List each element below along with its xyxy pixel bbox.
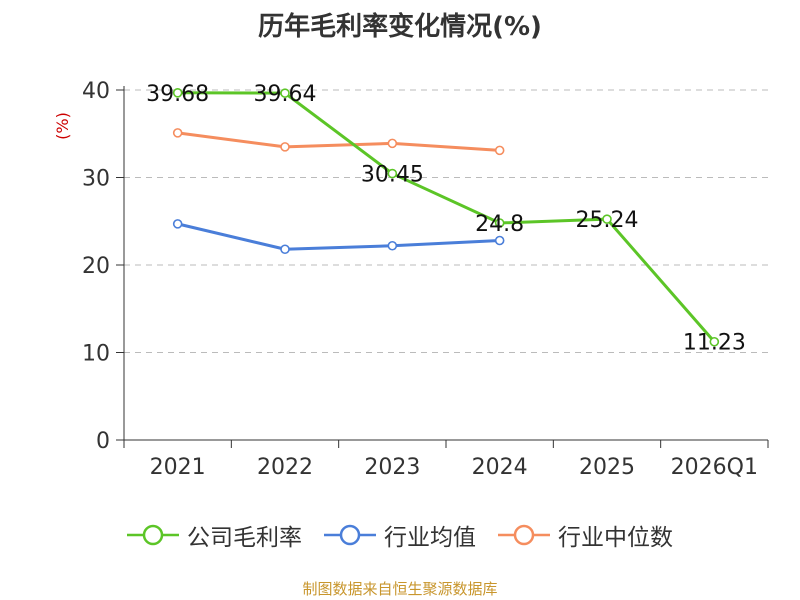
data-label: 39.64 bbox=[254, 82, 317, 107]
data-label: 39.68 bbox=[146, 82, 209, 107]
x-tick-label: 2021 bbox=[150, 455, 206, 480]
data-point-avg bbox=[172, 219, 183, 229]
data-point-avg bbox=[494, 235, 505, 246]
legend: 公司毛利率 行业均值 行业中位数 bbox=[0, 518, 800, 552]
series-line-company bbox=[177, 91, 716, 343]
data-label: 24.8 bbox=[475, 212, 524, 237]
chart-title: 历年毛利率变化情况(%) bbox=[258, 12, 542, 42]
chart-canvas: 0 10 20 30 40 2021 2022 2023 2024 2025 2026Q1 (%) 39… bbox=[53, 79, 769, 480]
y-tick-label: 10 bbox=[82, 342, 110, 367]
y-tick-label: 20 bbox=[82, 254, 110, 279]
data-label: 30.45 bbox=[361, 163, 424, 188]
data-point-company bbox=[709, 336, 720, 347]
legend-item-avg[interactable]: 行业均值 bbox=[324, 518, 476, 552]
x-tick-label: 2022 bbox=[257, 455, 313, 480]
data-point-median bbox=[387, 138, 398, 149]
legend-marker-icon bbox=[324, 524, 376, 546]
legend-marker-icon bbox=[127, 524, 179, 546]
legend-label: 行业均值 bbox=[384, 525, 476, 551]
data-point-median bbox=[494, 145, 505, 156]
series-line-median bbox=[177, 131, 500, 152]
y-tick-label: 40 bbox=[82, 79, 110, 104]
y-tick-label: 0 bbox=[96, 429, 110, 454]
x-tick-label: 2025 bbox=[579, 455, 635, 480]
data-point-company bbox=[602, 214, 612, 224]
data-point-company bbox=[172, 88, 183, 98]
legend-marker-icon bbox=[498, 524, 550, 546]
x-tick-label: 2024 bbox=[472, 455, 528, 480]
data-point-company bbox=[494, 218, 505, 228]
data-point-avg bbox=[387, 240, 398, 251]
legend-label: 行业中位数 bbox=[558, 525, 673, 551]
series-line-avg bbox=[177, 222, 500, 251]
legend-label: 公司毛利率 bbox=[187, 525, 302, 551]
y-axis-label: (%) bbox=[53, 112, 72, 140]
legend-item-company[interactable]: 公司毛利率 bbox=[127, 518, 302, 552]
x-tick-label: 2026Q1 bbox=[671, 455, 758, 480]
data-point-company bbox=[387, 168, 398, 179]
data-label: 25.24 bbox=[576, 208, 639, 233]
data-point-median bbox=[172, 128, 183, 138]
data-point-avg bbox=[280, 244, 290, 255]
source-note: 制图数据来自恒生聚源数据库 bbox=[302, 580, 498, 598]
data-label: 11.23 bbox=[683, 331, 746, 356]
data-point-median bbox=[280, 142, 290, 152]
y-tick-label: 30 bbox=[82, 167, 110, 192]
x-tick-label: 2023 bbox=[364, 455, 420, 480]
legend-item-median[interactable]: 行业中位数 bbox=[498, 518, 673, 552]
data-point-company bbox=[280, 88, 290, 98]
